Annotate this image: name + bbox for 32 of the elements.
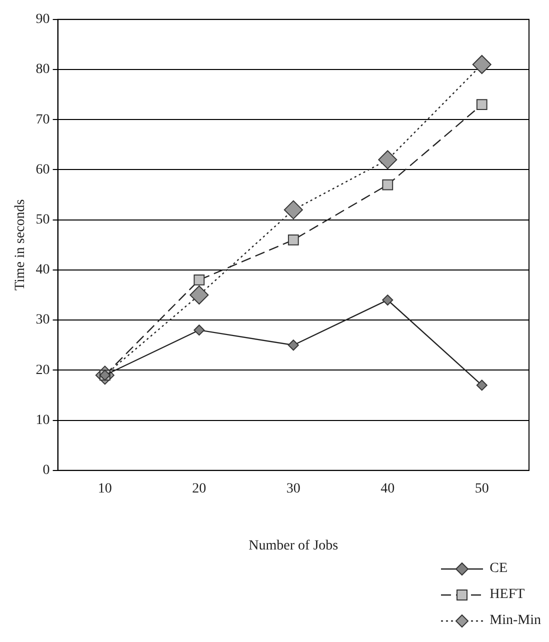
point bbox=[288, 234, 299, 246]
y-tick-label: 30 bbox=[36, 312, 50, 328]
point bbox=[194, 274, 205, 286]
x-tick-label: 20 bbox=[192, 481, 206, 496]
y-tick-label: 90 bbox=[36, 12, 50, 28]
y-tick-label: 20 bbox=[36, 362, 50, 378]
y-tick-label: 70 bbox=[36, 112, 50, 128]
point bbox=[476, 99, 488, 110]
y-tick-label: 0 bbox=[42, 463, 50, 478]
legend-label: Min-Min bbox=[488, 612, 541, 630]
point bbox=[190, 286, 209, 305]
x-axis-title: Number of Jobs bbox=[248, 538, 338, 554]
point bbox=[476, 380, 488, 391]
legend-label: CE bbox=[488, 560, 509, 578]
y-tick-label: 40 bbox=[36, 262, 50, 278]
x-tick-label: 40 bbox=[380, 481, 395, 496]
x-tick-label: 10 bbox=[98, 481, 112, 496]
y-tick-label: 80 bbox=[36, 62, 50, 78]
point bbox=[382, 294, 394, 306]
point bbox=[382, 179, 394, 190]
point bbox=[194, 324, 205, 336]
x-tick-label: 50 bbox=[474, 481, 489, 496]
point bbox=[288, 340, 299, 351]
x-tick-label: 30 bbox=[286, 481, 300, 496]
y-tick-label: 10 bbox=[36, 412, 50, 428]
y-tick-label: 50 bbox=[36, 212, 50, 228]
y-tick-label: 60 bbox=[36, 162, 50, 178]
legend-label: HEFT bbox=[488, 586, 526, 604]
y-axis-title: Time in seconds bbox=[13, 199, 28, 291]
point bbox=[378, 150, 398, 170]
point bbox=[284, 200, 303, 220]
point bbox=[472, 55, 492, 74]
